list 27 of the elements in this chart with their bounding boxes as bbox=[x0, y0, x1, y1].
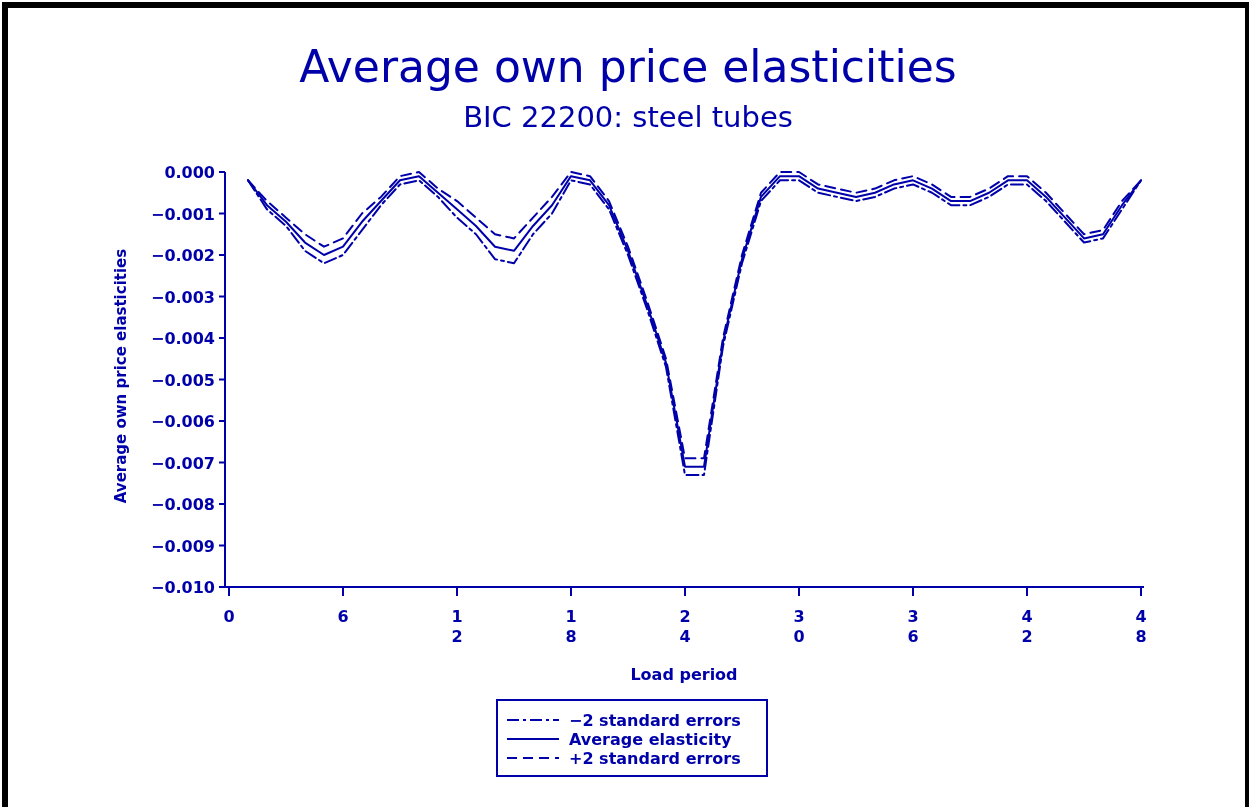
y-tick-label: −0.010 bbox=[150, 578, 215, 597]
y-axis-title: Average own price elasticities bbox=[112, 248, 130, 504]
legend-label: −2 standard errors bbox=[569, 711, 741, 730]
y-tick-label: −0.006 bbox=[150, 412, 215, 431]
y-tick-label: −0.009 bbox=[150, 536, 215, 556]
y-tick-label: −0.004 bbox=[150, 329, 215, 348]
x-tick-label: 4 8 bbox=[1135, 607, 1147, 646]
chart-subtitle: BIC 22200: steel tubes bbox=[463, 100, 793, 134]
x-tick-label: 1 8 bbox=[565, 607, 577, 646]
x-tick-label: 1 2 bbox=[451, 607, 463, 646]
x-tick-label: 4 2 bbox=[1021, 607, 1033, 646]
y-tick-label: −0.002 bbox=[150, 246, 215, 265]
x-tick-label: 3 0 bbox=[793, 607, 805, 646]
y-tick-label: −0.007 bbox=[150, 453, 215, 473]
x-tick-label: 2 4 bbox=[679, 607, 691, 646]
x-axis-title: Load period bbox=[630, 665, 738, 684]
x-tick-label: 3 6 bbox=[907, 607, 919, 646]
x-tick-label: 0 bbox=[223, 607, 235, 626]
x-tick-label: 6 bbox=[337, 607, 349, 626]
y-tick-label: −0.001 bbox=[150, 204, 215, 224]
y-tick-label: −0.008 bbox=[150, 495, 215, 514]
y-tick-label: −0.005 bbox=[150, 370, 215, 390]
legend-label: +2 standard errors bbox=[569, 749, 741, 768]
legend-label: Average elasticity bbox=[569, 730, 733, 749]
chart-title: Average own price elasticities bbox=[299, 41, 957, 92]
y-tick-label: −0.003 bbox=[150, 287, 215, 307]
y-tick-label: 0.000 bbox=[164, 163, 215, 182]
